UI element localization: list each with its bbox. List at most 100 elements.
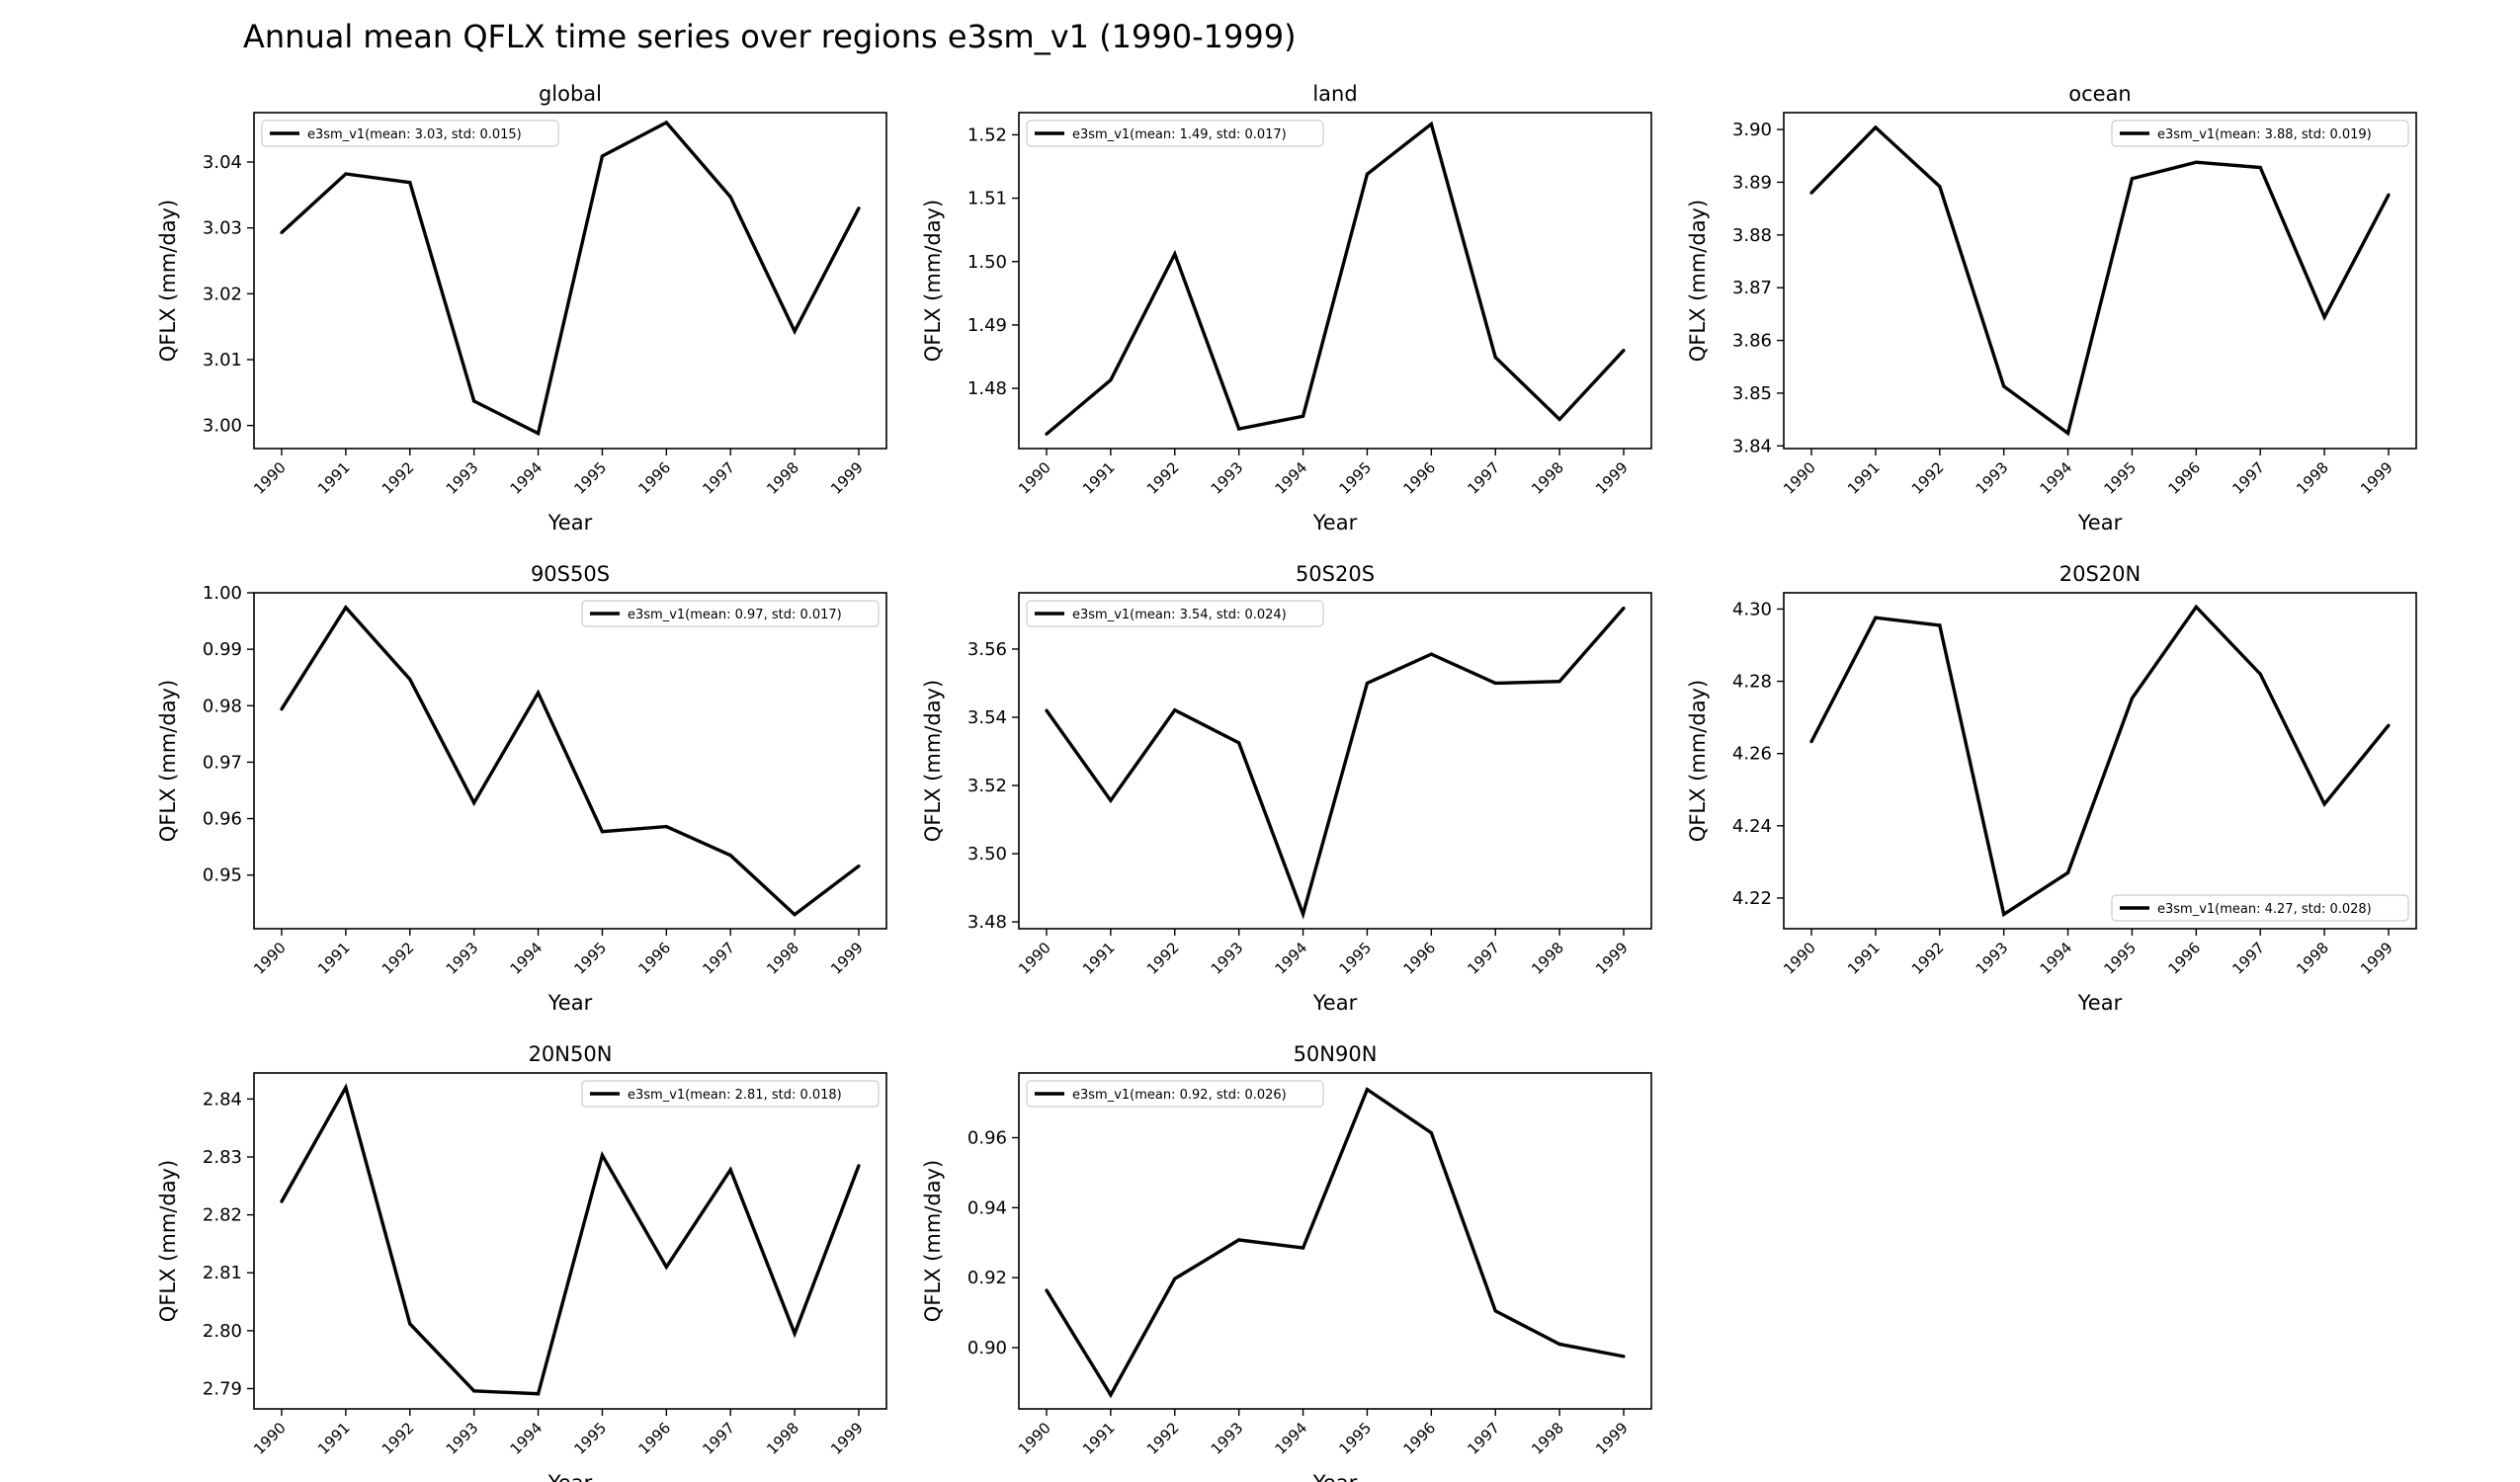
- chart-land-legend: e3sm_v1(mean: 1.49, std: 0.017): [1026, 120, 1324, 147]
- chart-90s50s-ytick-label-5: 1.00: [203, 583, 242, 604]
- chart-20n50n-point-1998: [793, 1332, 797, 1336]
- chart-20s20n-point-1992: [1938, 623, 1942, 627]
- chart-ocean-point-1994: [2065, 431, 2070, 436]
- chart-20n50n-point-1999: [857, 1164, 861, 1168]
- chart-ocean-xtick-label-2: 1992: [1908, 458, 1948, 498]
- chart-50s20s-legend-label: e3sm_v1(mean: 3.54, std: 0.024): [1072, 608, 1287, 622]
- chart-90s50s-point-1995: [600, 830, 605, 834]
- chart-50s20s-point-1998: [1557, 680, 1561, 684]
- chart-global-ytick-label-2: 3.02: [203, 284, 242, 304]
- chart-global-series-line-0: [280, 120, 861, 437]
- chart-20n50n-xtick-label-5: 1995: [571, 1419, 611, 1458]
- chart-50s20s-legend: e3sm_v1(mean: 3.54, std: 0.024): [1026, 600, 1324, 627]
- chart-50s20s-point-1992: [1173, 708, 1177, 712]
- chart-20s20n-point-1994: [2065, 870, 2070, 874]
- chart-20s20n-point-1996: [2194, 605, 2198, 609]
- chart-90s50s-ytick-label-0: 0.95: [203, 865, 242, 886]
- chart-land-point-1997: [1493, 356, 1497, 360]
- chart-land-legend-box: [1026, 120, 1324, 147]
- chart-20s20n-legend-label: e3sm_v1(mean: 4.27, std: 0.028): [2157, 902, 2372, 917]
- chart-90s50s-point-1996: [664, 824, 668, 829]
- chart-50s20s-ylabel: QFLX (mm/day): [921, 680, 945, 842]
- chart-global-point-1997: [728, 195, 732, 199]
- chart-global-ytick-label-0: 3.00: [203, 416, 242, 437]
- chart-50s20s-legend-box: [1026, 600, 1324, 627]
- chart-land-panel: land 1.48 1.49 1.50 1.51 1.52 1990 1991 1992 1993…: [921, 82, 1652, 535]
- chart-ocean-point-1995: [2130, 177, 2135, 181]
- chart-20n50n-ytick-label-5: 2.84: [203, 1089, 242, 1110]
- chart-90s50s-xtick-label-2: 1992: [378, 939, 418, 978]
- chart-20n50n-point-1995: [600, 1153, 605, 1157]
- chart-land-point-1990: [1045, 432, 1049, 436]
- chart-20s20n-xtick-label-8: 1998: [2293, 939, 2332, 978]
- chart-land-xtick-label-9: 1999: [1592, 458, 1632, 498]
- chart-50n90n-point-1991: [1109, 1393, 1113, 1397]
- chart-50n90n-xtick-label-1: 1991: [1079, 1419, 1119, 1458]
- chart-ocean-xtick-label-1: 1991: [1844, 458, 1884, 498]
- chart-20n50n-xtick-label-7: 1997: [699, 1419, 738, 1458]
- chart-global-point-1991: [344, 172, 348, 176]
- chart-ocean-series-line-0: [1809, 124, 2391, 437]
- chart-50s20s-xtick-label-3: 1993: [1208, 939, 1247, 978]
- chart-20s20n-xtick-label-6: 1996: [2164, 939, 2204, 978]
- chart-global-xtick-label-6: 1996: [634, 458, 674, 498]
- chart-50s20s-point-1999: [1622, 606, 1626, 611]
- chart-90s50s-point-1998: [793, 913, 797, 917]
- chart-ocean-ytick-label-2: 3.86: [1732, 331, 1772, 352]
- chart-land-point-1995: [1365, 172, 1370, 176]
- chart-20s20n-ytick-label-1: 4.24: [1732, 816, 1772, 837]
- chart-50n90n-axes-frame: [1018, 1072, 1652, 1410]
- chart-ocean-point-1991: [1874, 125, 1878, 129]
- chart-50s20s-ytick-label-1: 3.50: [967, 844, 1007, 864]
- chart-50s20s-xlabel: Year: [1312, 991, 1358, 1015]
- chart-ocean-xtick-label-5: 1995: [2101, 458, 2141, 498]
- chart-50n90n-point-1993: [1237, 1238, 1241, 1242]
- chart-50s20s-point-1991: [1109, 798, 1113, 802]
- chart-50n90n-xtick-label-0: 1990: [1015, 1419, 1054, 1458]
- chart-20s20n-title: 20S20N: [2059, 562, 2141, 586]
- chart-20n50n-xtick-label-6: 1996: [634, 1419, 674, 1458]
- chart-global-point-1992: [408, 181, 412, 185]
- chart-land-xtick-label-8: 1998: [1528, 458, 1567, 498]
- chart-land-xtick-label-3: 1993: [1208, 458, 1247, 498]
- chart-ocean-xlabel: Year: [2077, 511, 2123, 535]
- chart-50s20s-xtick-label-5: 1995: [1336, 939, 1376, 978]
- chart-land-ytick-label-3: 1.51: [967, 189, 1007, 209]
- chart-50s20s-xtick-label-1: 1991: [1079, 939, 1119, 978]
- chart-land-xtick-label-6: 1996: [1399, 458, 1439, 498]
- chart-90s50s-xlabel: Year: [547, 991, 593, 1015]
- chart-50n90n-legend-label: e3sm_v1(mean: 0.92, std: 0.026): [1072, 1088, 1287, 1103]
- chart-global-xtick-label-3: 1993: [443, 458, 482, 498]
- chart-20n50n-series-line-0: [280, 1083, 861, 1396]
- chart-land-xtick-label-0: 1990: [1015, 458, 1054, 498]
- chart-20s20n-legend-box: [2111, 894, 2409, 922]
- chart-ocean-ytick-label-4: 3.88: [1732, 225, 1772, 246]
- chart-20s20n-xlabel: Year: [2077, 991, 2123, 1015]
- chart-global-point-1995: [600, 154, 605, 158]
- chart-20s20n-point-1998: [2322, 802, 2326, 806]
- chart-50s20s-xtick-label-2: 1992: [1143, 939, 1183, 978]
- chart-20s20n-xtick-label-4: 1994: [2037, 939, 2076, 978]
- chart-50n90n-xtick-label-9: 1999: [1592, 1419, 1632, 1458]
- chart-20s20n-point-1993: [2002, 912, 2006, 916]
- chart-20s20n-xtick-label-9: 1999: [2357, 939, 2396, 978]
- chart-90s50s-xtick-label-5: 1995: [571, 939, 611, 978]
- chart-20n50n-point-1993: [472, 1389, 476, 1393]
- chart-ocean-legend-box: [2111, 120, 2409, 147]
- chart-global-ytick-label-3: 3.03: [203, 218, 242, 239]
- chart-20s20n-axes-frame: [1783, 592, 2417, 930]
- chart-50s20s-xtick-label-8: 1998: [1528, 939, 1567, 978]
- chart-global-point-1990: [280, 230, 284, 234]
- chart-20n50n-point-1997: [728, 1168, 732, 1172]
- chart-global-ytick-label-4: 3.04: [203, 152, 242, 173]
- chart-land-xtick-label-5: 1995: [1336, 458, 1376, 498]
- chart-90s50s-point-1992: [408, 677, 412, 682]
- chart-20s20n-panel: 20S20N 4.22 4.24 4.26 4.28 4.30 1990 1991 1992 19…: [1686, 562, 2417, 1015]
- chart-global-point-1998: [793, 329, 797, 333]
- chart-20n50n-ytick-label-1: 2.80: [203, 1321, 242, 1342]
- chart-20s20n-point-1999: [2387, 723, 2391, 727]
- chart-global-ylabel: QFLX (mm/day): [156, 200, 180, 362]
- chart-ocean-legend-label: e3sm_v1(mean: 3.88, std: 0.019): [2157, 127, 2372, 142]
- chart-20n50n-ytick-label-0: 2.79: [203, 1378, 242, 1399]
- chart-20n50n-axes-frame: [253, 1072, 887, 1410]
